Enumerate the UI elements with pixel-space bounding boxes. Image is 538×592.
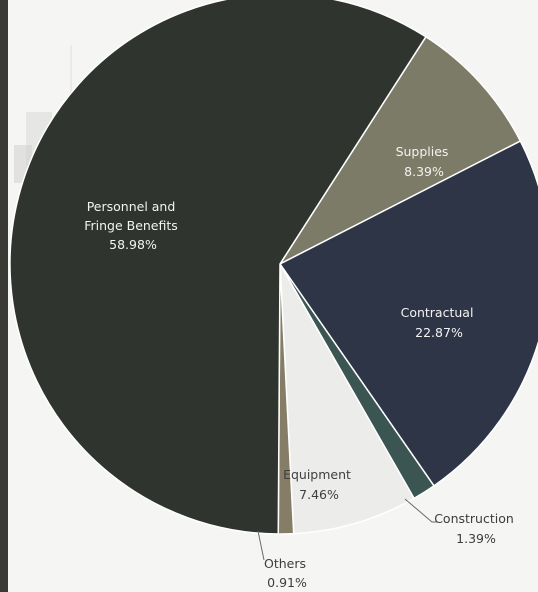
left-dark-strip (0, 0, 8, 592)
pie-slice-equipment (279, 263, 416, 535)
supplies-label-name: Supplies (396, 144, 449, 159)
others-leader-line (257, 530, 265, 561)
others-label-name: Others (264, 556, 306, 571)
equipment-value: 7.46% (299, 487, 339, 502)
equipment-label-name: Equipment (283, 467, 351, 482)
pie-slices (9, 0, 538, 535)
contractual-value: 22.87% (415, 325, 463, 340)
construction-label-name: Construction (434, 511, 514, 526)
personnel-value: 58.98% (109, 237, 157, 252)
background-line (20, 45, 72, 115)
personnel-label: Personnel and Fringe Benefits 58.98% (84, 199, 182, 252)
contractual-label-name: Contractual (401, 305, 474, 320)
equipment-label: Equipment 7.46% (283, 467, 355, 502)
pie-slice-personnel-and-fringe-benefits (9, 0, 427, 535)
contractual-label: Contractual 22.87% (401, 305, 478, 340)
others-label: Others 0.91% (264, 556, 310, 590)
pie-slice-supplies (277, 35, 522, 266)
construction-leader-line (404, 498, 438, 523)
personnel-label-line1: Personnel and (87, 199, 176, 214)
supplies-value: 8.39% (404, 164, 444, 179)
personnel-label-line2: Fringe Benefits (84, 218, 178, 233)
construction-value: 1.39% (456, 531, 496, 546)
construction-label: Construction 1.39% (434, 511, 518, 546)
others-value: 0.91% (267, 575, 307, 590)
supplies-label: Supplies 8.39% (396, 144, 453, 179)
